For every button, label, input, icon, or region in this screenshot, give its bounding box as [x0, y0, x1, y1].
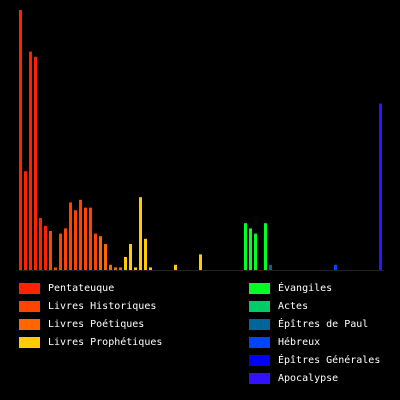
- bar-pentateuque-5: [44, 225, 47, 270]
- legend-swatch: [249, 354, 270, 366]
- legend-swatch: [249, 336, 270, 348]
- bar-livres-prophetiques-23: [134, 267, 137, 270]
- bar-pentateuque-2: [29, 51, 32, 270]
- bar-evangiles-46: [249, 228, 252, 270]
- legend-label: Épîtres Générales: [278, 354, 381, 366]
- legend-label: Livres Historiques: [48, 300, 157, 312]
- legend-item-epitres-generales: Épîtres Générales: [249, 351, 380, 369]
- bar-livres-historiques-14: [89, 207, 92, 270]
- legend-right: Évangiles Actes Épîtres de Paul Hébreux …: [249, 279, 380, 387]
- legend-swatch: [19, 336, 40, 348]
- legend-swatch: [249, 372, 270, 384]
- bar-evangiles-49: [264, 223, 267, 270]
- bar-evangiles-47: [254, 233, 257, 270]
- legend-item-livres-historiques: Livres Historiques: [19, 297, 162, 315]
- bar-hebreux-63: [334, 264, 337, 270]
- bar-livres-historiques-15: [94, 233, 97, 270]
- bar-livres-historiques-11: [74, 210, 77, 270]
- legend-left: Pentateuque Livres Historiques Livres Po…: [19, 279, 162, 351]
- bar-livres-poetiques-20: [119, 267, 122, 270]
- bar-pentateuque-3: [34, 56, 37, 270]
- bar-livres-poetiques-17: [104, 244, 107, 270]
- bar-epitres-de-paul-50: [269, 264, 272, 270]
- legend-swatch: [19, 318, 40, 330]
- bars-group: [19, 10, 382, 270]
- bar-livres-prophetiques-21: [124, 257, 127, 270]
- bar-livres-poetiques-18: [109, 264, 112, 270]
- bar-livres-historiques-10: [69, 202, 72, 270]
- legend-label: Pentateuque: [48, 282, 115, 294]
- legend-item-livres-poetiques: Livres Poétiques: [19, 315, 162, 333]
- legend-swatch: [249, 282, 270, 294]
- bar-livres-historiques-8: [59, 233, 62, 270]
- legend-label: Évangiles: [278, 282, 333, 294]
- legend-item-actes: Actes: [249, 297, 380, 315]
- legend-label: Livres Prophétiques: [48, 336, 163, 348]
- bar-livres-prophetiques-36: [199, 254, 202, 270]
- legend-label: Épîtres de Paul: [278, 318, 369, 330]
- legend-item-apocalypse: Apocalypse: [249, 369, 380, 387]
- legend-swatch: [19, 282, 40, 294]
- bar-evangiles-45: [244, 223, 247, 270]
- bar-apocalypse-72: [379, 103, 382, 270]
- legend-label: Livres Poétiques: [48, 318, 145, 330]
- legend-label: Apocalypse: [278, 372, 339, 384]
- legend-label: Actes: [278, 300, 309, 312]
- legend-item-epitres-de-paul: Épîtres de Paul: [249, 315, 380, 333]
- bar-livres-poetiques-19: [114, 267, 117, 270]
- bar-livres-prophetiques-22: [129, 244, 132, 270]
- bar-chart: [19, 10, 384, 271]
- legend-label: Hébreux: [278, 336, 321, 348]
- legend-item-evangiles: Évangiles: [249, 279, 380, 297]
- bar-livres-poetiques-16: [99, 236, 102, 270]
- bar-livres-historiques-12: [79, 199, 82, 270]
- bar-livres-historiques-6: [49, 231, 52, 270]
- legend-swatch: [19, 300, 40, 312]
- bar-livres-prophetiques-24: [139, 197, 142, 270]
- bar-pentateuque-0: [19, 10, 22, 270]
- bar-livres-historiques-9: [64, 228, 67, 270]
- legend-swatch: [249, 318, 270, 330]
- bar-livres-historiques-13: [84, 207, 87, 270]
- bar-livres-prophetiques-25: [144, 238, 147, 270]
- bar-livres-prophetiques-31: [174, 264, 177, 270]
- legend-item-hebreux: Hébreux: [249, 333, 380, 351]
- bar-pentateuque-1: [24, 171, 27, 270]
- bar-livres-prophetiques-26: [149, 267, 152, 270]
- legend-item-pentateuque: Pentateuque: [19, 279, 162, 297]
- bar-pentateuque-4: [39, 218, 42, 270]
- legend-swatch: [249, 300, 270, 312]
- bar-livres-historiques-7: [54, 267, 57, 270]
- legend-item-livres-prophetiques: Livres Prophétiques: [19, 333, 162, 351]
